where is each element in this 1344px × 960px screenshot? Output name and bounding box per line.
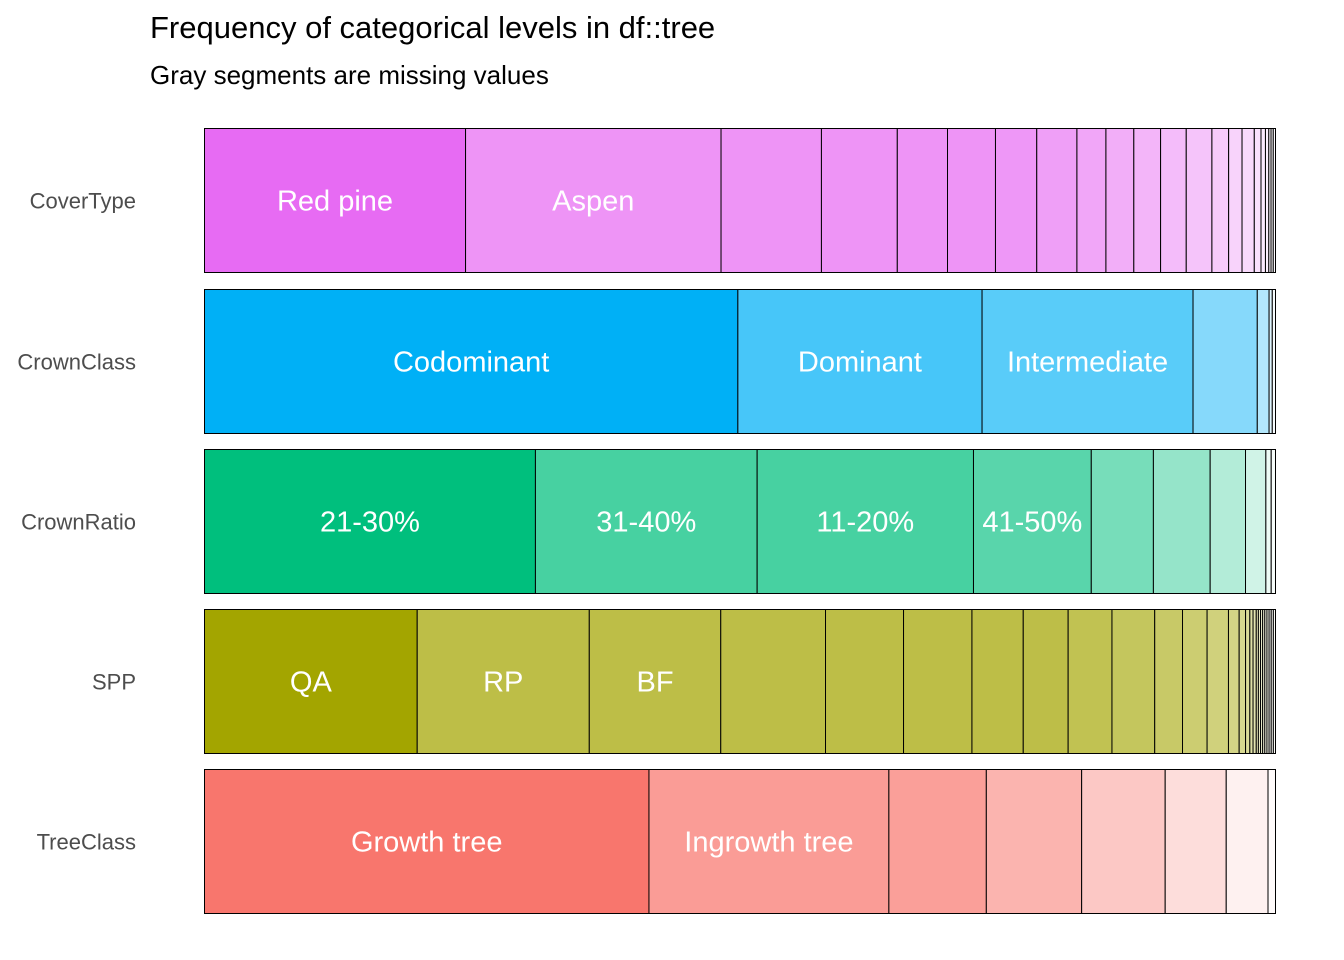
bar-segment <box>1154 609 1184 754</box>
segment-label: QA <box>290 667 333 699</box>
bar-segment <box>204 289 739 434</box>
bar-segment <box>1133 128 1162 273</box>
bar-segment <box>204 128 467 273</box>
bar-segment <box>1090 449 1154 594</box>
bar-segment <box>981 289 1194 434</box>
bar-segment <box>204 609 418 754</box>
bar-segment <box>204 449 536 594</box>
bar-row-spp: SPP QA RP BF <box>92 609 1277 754</box>
bar-segment <box>1081 769 1166 914</box>
bar-segment <box>947 128 996 273</box>
bar-segment <box>1182 609 1208 754</box>
bar-row-crownclass: CrownClass Codominant Dominant Intermediate <box>17 289 1276 434</box>
bar-segment <box>1209 449 1247 594</box>
bar-segment <box>1260 128 1266 273</box>
bar-row-crownratio: CrownRatio 21-30% 31-40% 11-20% 41-50% <box>21 449 1276 594</box>
bar-segment <box>1270 449 1276 594</box>
bar-segment <box>971 609 1024 754</box>
bar-segment <box>416 609 590 754</box>
segment-label: 31-40% <box>596 507 696 539</box>
row-label: SPP <box>92 670 136 695</box>
row-label: CrownClass <box>17 350 136 375</box>
bar-segment <box>1271 289 1276 434</box>
bar-segment <box>1152 449 1211 594</box>
row-label: CoverType <box>30 189 136 214</box>
bar-segment <box>534 449 758 594</box>
bar-segment <box>588 609 722 754</box>
segment-label: 21-30% <box>320 507 420 539</box>
bar-segment <box>1253 128 1262 273</box>
bar-segment <box>820 128 898 273</box>
segment-label: Growth tree <box>351 827 503 859</box>
segment-label: Intermediate <box>1007 347 1168 379</box>
bar-segment <box>204 769 650 914</box>
segment-label: Dominant <box>798 347 922 379</box>
bar-segment <box>1256 289 1270 434</box>
bar-segment <box>825 609 905 754</box>
bar-segment <box>1245 609 1251 754</box>
segment-label: RP <box>483 667 523 699</box>
bar-segment <box>720 128 822 273</box>
bar-segment <box>1245 449 1267 594</box>
bar-segment <box>1211 128 1230 273</box>
bar-segment <box>737 289 983 434</box>
bar-segment <box>1241 128 1255 273</box>
bar-segment <box>1076 128 1107 273</box>
bar-segment <box>903 609 973 754</box>
bar-segment <box>1225 769 1269 914</box>
bar-segment <box>1272 609 1277 754</box>
segment-label: 41-50% <box>982 507 1082 539</box>
bar-segment <box>1067 609 1113 754</box>
segment-label: Ingrowth tree <box>684 827 853 859</box>
bar-segment <box>1111 609 1156 754</box>
bar-segment <box>985 769 1083 914</box>
row-label: CrownRatio <box>21 510 136 535</box>
bar-row-covertype: CoverType Red pine Aspen <box>30 128 1277 273</box>
bar-segment <box>896 128 949 273</box>
bar-segment <box>1264 128 1270 273</box>
bar-segment <box>1164 769 1227 914</box>
bar-segment <box>1227 609 1240 754</box>
bar-segment <box>1265 449 1272 594</box>
bar-segment <box>1228 128 1243 273</box>
bar-segment <box>1272 128 1277 273</box>
segment-label: 11-20% <box>816 507 914 539</box>
bar-segment <box>888 769 987 914</box>
row-label: TreeClass <box>37 830 136 855</box>
bar-segment <box>972 449 1092 594</box>
segment-label: Codominant <box>393 347 549 379</box>
bar-segment <box>1036 128 1078 273</box>
segment-label: BF <box>636 667 673 699</box>
bar-segment <box>1206 609 1229 754</box>
bar-segment <box>1022 609 1069 754</box>
bar-segment <box>648 769 890 914</box>
chart-title: Frequency of categorical levels in df::t… <box>150 10 716 45</box>
bar-segment <box>1238 609 1247 754</box>
segment-label: Red pine <box>277 186 393 218</box>
chart-subtitle: Gray segments are missing values <box>150 60 549 90</box>
bar-segment <box>1192 289 1258 434</box>
bar-row-treeclass: TreeClass Growth tree Ingrowth tree <box>37 769 1277 914</box>
bar-segment <box>1105 128 1135 273</box>
bar-segment <box>994 128 1038 273</box>
bar-segment <box>1160 128 1187 273</box>
segment-label: Aspen <box>552 186 634 218</box>
bar-segment <box>1267 769 1277 914</box>
bar-segment <box>1185 128 1213 273</box>
bar-segment <box>720 609 827 754</box>
